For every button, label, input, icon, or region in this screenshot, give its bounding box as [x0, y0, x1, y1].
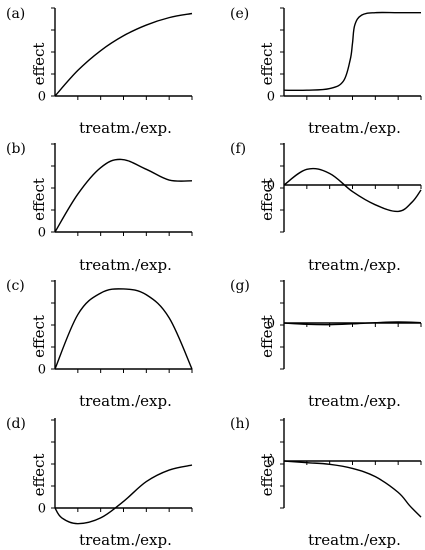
zero-label: 0: [267, 90, 275, 105]
y-axis-label: effect: [258, 178, 276, 221]
panels: (a)0effecttreatm./exp.(b)0effecttreatm./…: [6, 6, 422, 549]
panel-label: (e): [230, 6, 249, 22]
series-line-h: [283, 460, 422, 518]
x-axis-label: treatm./exp.: [308, 119, 401, 137]
series-line-b: [54, 158, 193, 233]
series-line-e: [283, 11, 421, 92]
x-axis-label: treatm./exp.: [308, 531, 401, 549]
zero-label: 0: [38, 502, 46, 517]
x-axis-label: treatm./exp.: [308, 392, 401, 410]
x-axis-label: treatm./exp.: [79, 256, 172, 274]
y-axis-label: effect: [258, 315, 276, 358]
zero-label: 0: [267, 455, 275, 470]
panel-d: (d) 0 effect treatm./exp.: [6, 416, 193, 549]
zero-label: 0: [38, 363, 46, 378]
panel-label: (h): [230, 416, 250, 432]
series-line-f: [283, 167, 422, 213]
series-line-c: [54, 288, 193, 370]
x-axis-label: treatm./exp.: [79, 392, 172, 410]
y-axis-label: effect: [30, 315, 48, 358]
panel-label: (a): [6, 6, 25, 22]
y-axis-label: effect: [30, 454, 48, 497]
x-axis-label: treatm./exp.: [79, 119, 172, 137]
panel-b: (b) 0 effect treatm./exp.: [6, 141, 193, 274]
zero-label: 0: [267, 317, 275, 332]
x-axis-label: treatm./exp.: [308, 256, 401, 274]
y-axis-label: effect: [258, 454, 276, 497]
panel-c: (c) 0 effect treatm./exp.: [6, 278, 193, 410]
y-axis-label: effect: [258, 43, 276, 86]
y-axis-label: effect: [30, 43, 48, 86]
panel-label: (b): [6, 141, 26, 157]
x-axis-label: treatm./exp.: [79, 531, 172, 549]
panel-a: (a) 0 effect treatm./exp.: [6, 6, 193, 137]
series-line-g: [283, 321, 422, 326]
panel-label: (f): [230, 141, 246, 157]
series-line-a: [54, 12, 193, 97]
y-axis-label: effect: [30, 178, 48, 221]
zero-label: 0: [38, 226, 46, 241]
zero-label: 0: [267, 179, 275, 194]
panel-label: (c): [6, 278, 25, 294]
zero-label: 0: [38, 90, 46, 105]
panel-label: (g): [230, 278, 250, 294]
series-line-d: [54, 464, 193, 525]
panel-e: (e) 0 effect treatm./exp.: [230, 6, 422, 137]
panel-label: (d): [6, 416, 26, 432]
